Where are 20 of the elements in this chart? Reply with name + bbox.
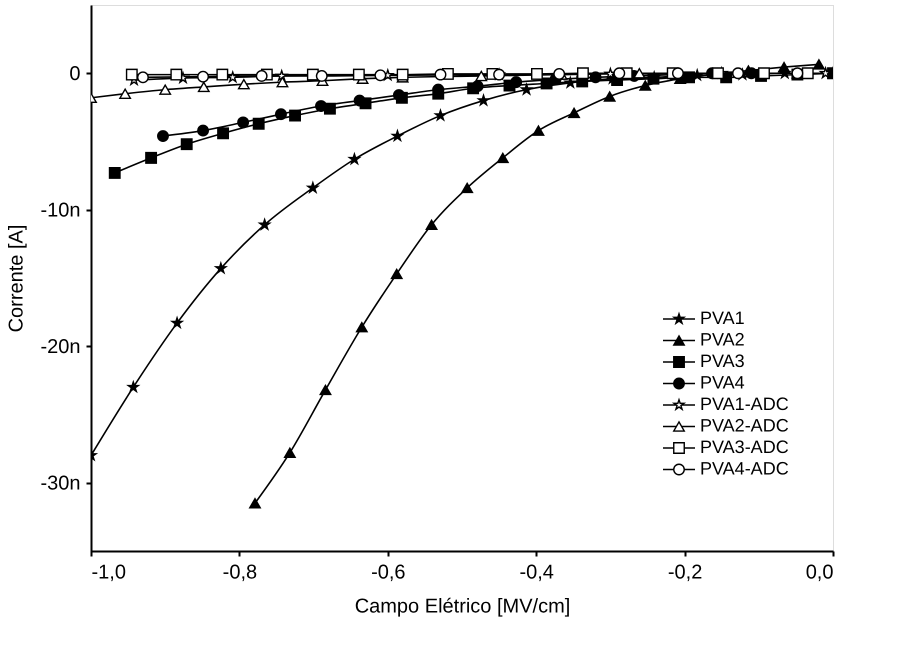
legend-label: PVA2	[700, 330, 745, 350]
legend-label: PVA3-ADC	[700, 437, 789, 457]
legend-label: PVA3	[700, 351, 745, 371]
y-tick-label: -20n	[40, 336, 80, 358]
x-tick-label: -0,4	[519, 562, 554, 584]
legend-label: PVA2-ADC	[700, 416, 789, 436]
y-tick-label: 0	[69, 62, 80, 85]
y-axis-title: Corrente [A]	[5, 224, 28, 332]
legend-label: PVA4	[700, 372, 745, 392]
x-tick-label: 0,0	[806, 562, 834, 584]
legend-label: PVA1-ADC	[700, 394, 789, 414]
x-tick-label: -0,2	[668, 562, 702, 584]
y-tick-label: -10n	[40, 199, 80, 222]
legend-label: PVA4-ADC	[700, 458, 789, 478]
legend-label: PVA1	[700, 308, 745, 328]
x-tick-label: -0,8	[222, 562, 258, 584]
x-tick-label: -1,0	[92, 562, 126, 584]
x-tick-label: -0,6	[371, 562, 406, 584]
y-tick-label: -30n	[40, 472, 80, 494]
x-axis-title: Campo Elétrico [MV/cm]	[354, 596, 570, 618]
